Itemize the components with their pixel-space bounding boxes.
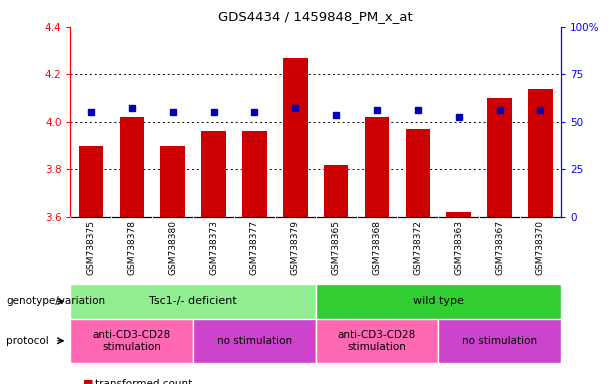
Text: GSM738368: GSM738368	[373, 220, 381, 275]
Text: no stimulation: no stimulation	[462, 336, 537, 346]
Bar	[193, 319, 316, 363]
Text: GSM738367: GSM738367	[495, 220, 504, 275]
Text: genotype/variation: genotype/variation	[6, 296, 105, 306]
Text: GSM738372: GSM738372	[413, 220, 422, 275]
Bar	[283, 58, 308, 217]
Text: Tsc1-/- deficient: Tsc1-/- deficient	[149, 296, 237, 306]
Text: GSM738365: GSM738365	[332, 220, 341, 275]
Bar	[487, 98, 512, 217]
Text: GSM738373: GSM738373	[209, 220, 218, 275]
Bar	[438, 319, 561, 363]
Bar	[161, 146, 185, 217]
Bar	[120, 117, 144, 217]
Bar	[446, 212, 471, 217]
Text: GSM738377: GSM738377	[250, 220, 259, 275]
Text: GSM738370: GSM738370	[536, 220, 545, 275]
Text: GSM738375: GSM738375	[86, 220, 96, 275]
Text: GSM738363: GSM738363	[454, 220, 463, 275]
Bar	[528, 89, 553, 217]
Text: transformed count: transformed count	[95, 379, 192, 384]
Text: ■: ■	[83, 379, 93, 384]
Text: anti-CD3-CD28
stimulation: anti-CD3-CD28 stimulation	[338, 330, 416, 352]
Bar	[316, 284, 561, 319]
Bar	[70, 319, 193, 363]
Text: GSM738380: GSM738380	[168, 220, 177, 275]
Bar	[316, 319, 438, 363]
Text: anti-CD3-CD28
stimulation: anti-CD3-CD28 stimulation	[93, 330, 171, 352]
Bar	[201, 131, 226, 217]
Text: no stimulation: no stimulation	[217, 336, 292, 346]
Text: protocol: protocol	[6, 336, 49, 346]
Bar	[70, 284, 316, 319]
Text: GSM738378: GSM738378	[128, 220, 136, 275]
Title: GDS4434 / 1459848_PM_x_at: GDS4434 / 1459848_PM_x_at	[218, 10, 413, 23]
Bar	[406, 129, 430, 217]
Bar	[78, 146, 103, 217]
Bar	[242, 131, 267, 217]
Bar	[365, 117, 389, 217]
Bar	[324, 165, 348, 217]
Text: GSM738379: GSM738379	[291, 220, 300, 275]
Text: wild type: wild type	[413, 296, 463, 306]
